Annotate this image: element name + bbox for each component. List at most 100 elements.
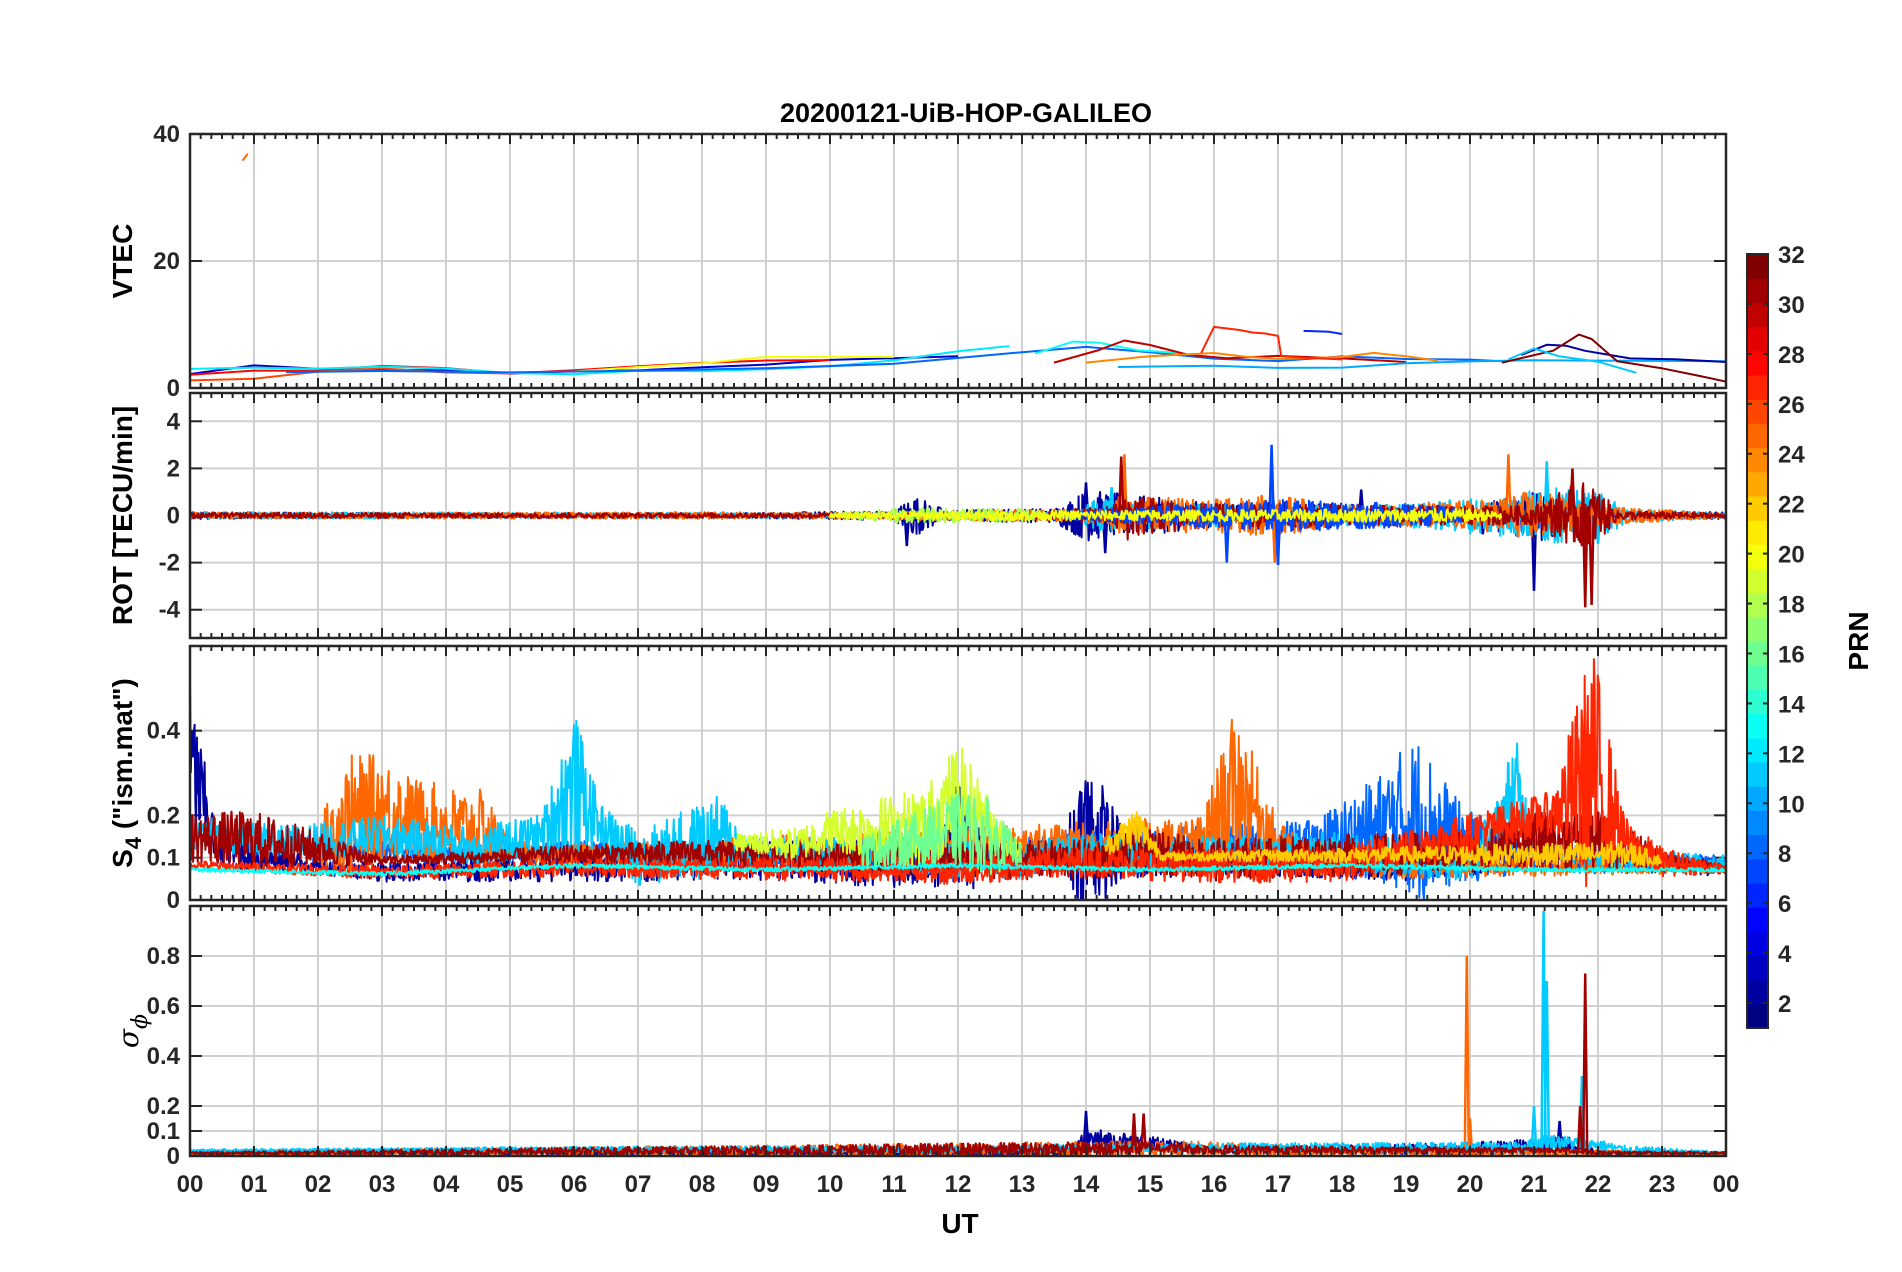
x-tick-label: 15	[1137, 1171, 1164, 1198]
spike-prn-31	[1569, 468, 1576, 516]
x-tick-label: 14	[1073, 1171, 1100, 1198]
series-prn-24	[1085, 351, 1439, 364]
colorbar-swatch	[1747, 350, 1768, 376]
series-prn-22	[1104, 811, 1663, 868]
colorbar-swatch	[1747, 447, 1768, 473]
series-prn-13	[190, 862, 1726, 877]
x-tick-label: 07	[625, 1171, 652, 1198]
series-prn-25	[241, 153, 249, 162]
colorbar-swatch	[1747, 882, 1768, 908]
colorbar-swatch	[1747, 713, 1768, 739]
y-tick-label: 0.6	[147, 993, 180, 1020]
x-tick-label: 09	[753, 1171, 780, 1198]
y-tick-label: 0.1	[147, 1118, 180, 1145]
series-prn-12	[190, 345, 1010, 376]
colorbar-swatch	[1747, 495, 1768, 521]
spike-prn-31	[1117, 456, 1125, 516]
y-tick-label: 0.4	[147, 718, 181, 745]
colorbar-tick-label: 22	[1778, 492, 1805, 519]
series-prn-13	[1034, 340, 1183, 355]
axes-frame	[188, 904, 1728, 1158]
spike-prn-25	[1463, 955, 1471, 1154]
colorbar-tick-label: 14	[1778, 691, 1805, 718]
axes-frame	[188, 644, 1728, 902]
colorbar-swatch	[1747, 254, 1768, 279]
colorbar-swatch	[1747, 399, 1768, 424]
x-axis-label: UT	[941, 1208, 978, 1239]
spike-prn-7	[1268, 444, 1275, 516]
y-tick-label: 0	[167, 503, 180, 530]
colorbar-swatch	[1747, 907, 1768, 932]
colorbar-swatch	[1747, 810, 1768, 836]
colorbar-swatch	[1747, 737, 1768, 763]
colorbar-swatch	[1747, 616, 1768, 642]
y-axis-label-sigma_phi: σϕ	[112, 1014, 153, 1048]
x-tick-label: 20	[1457, 1171, 1484, 1198]
colorbar-tick-label: 32	[1778, 242, 1805, 269]
colorbar-swatch	[1747, 689, 1768, 715]
series-prn-2	[1520, 343, 1726, 363]
y-tick-label: 40	[153, 121, 180, 148]
x-tick-label: 13	[1009, 1171, 1036, 1198]
spike-prn-31	[1130, 1113, 1138, 1150]
spike-prn-7	[1274, 515, 1282, 566]
series-prn-8	[285, 345, 1503, 374]
spike-prn-7	[1223, 515, 1231, 563]
y-tick-label: 2	[167, 455, 180, 482]
spike-prn-2	[903, 515, 911, 547]
colorbar-label: PRN	[1843, 611, 1874, 670]
colorbar-swatch	[1747, 592, 1768, 618]
x-tick-label: 19	[1393, 1171, 1420, 1198]
y-tick-label: 0	[167, 375, 180, 402]
y-tick-label: 0.2	[147, 1093, 180, 1120]
colorbar-tick-label: 16	[1778, 641, 1805, 668]
y-axis-label-rot: ROT [TECU/min]	[107, 406, 138, 625]
spike-prn-31	[1581, 973, 1589, 1153]
y-tick-label: -4	[159, 597, 181, 624]
series-prn-32	[1501, 333, 1726, 383]
x-tick-label: 16	[1201, 1171, 1228, 1198]
colorbar-swatch	[1747, 834, 1768, 860]
x-tick-label: 05	[497, 1171, 524, 1198]
series-prn-10	[1117, 359, 1726, 369]
x-tick-label: 21	[1521, 1171, 1548, 1198]
colorbar-swatch	[1747, 979, 1768, 1005]
x-tick-label: 23	[1649, 1171, 1676, 1198]
x-tick-label: 02	[305, 1171, 332, 1198]
colorbar-tick-label: 4	[1778, 941, 1792, 968]
x-tick-label: 01	[241, 1171, 268, 1198]
series-group	[190, 444, 1726, 608]
colorbar-swatch	[1747, 665, 1768, 690]
colorbar-tick-label: 18	[1778, 592, 1805, 619]
chart-title: 20200121-UiB-HOP-GALILEO	[780, 98, 1152, 128]
colorbar-swatch	[1747, 278, 1768, 303]
y-axis-label-vtec: VTEC	[107, 224, 138, 299]
y-tick-label: 0	[167, 887, 180, 914]
panel-s4: 0 0.1 0.2 0.4S4 ("ism.mat")	[107, 644, 1728, 914]
spike-prn-31	[1140, 1113, 1147, 1150]
colorbar-swatch	[1747, 374, 1768, 400]
x-tick-label: 10	[817, 1171, 844, 1198]
colorbar-swatch	[1747, 520, 1768, 545]
colorbar-tick-label: 20	[1778, 542, 1805, 569]
colorbar-swatch	[1747, 423, 1768, 449]
y-tick-label: 0.1	[147, 845, 180, 872]
panel-vtec: 0 20 40 VTEC	[107, 121, 1728, 402]
colorbar-swatch	[1747, 641, 1768, 666]
colorbar-tick-label: 2	[1778, 991, 1791, 1018]
colorbar-tick-label: 24	[1778, 442, 1805, 469]
colorbar-swatch	[1747, 761, 1768, 787]
panel-sigma_phi: 00.10.2 0.4 0.6 0.8 σϕ	[112, 904, 1728, 1170]
spike-prn-11	[1543, 980, 1551, 1144]
spike-prn-2	[1530, 515, 1538, 591]
series-prn-16	[861, 793, 1023, 875]
axes-frame	[188, 132, 1728, 390]
colorbar-tick-label: 30	[1778, 292, 1805, 319]
spike-prn-31	[1576, 1105, 1584, 1153]
spike-prn-2	[1082, 1110, 1090, 1144]
x-tick-label: 08	[689, 1171, 716, 1198]
spike-prn-11	[1530, 1105, 1538, 1147]
series-group	[190, 658, 1726, 900]
